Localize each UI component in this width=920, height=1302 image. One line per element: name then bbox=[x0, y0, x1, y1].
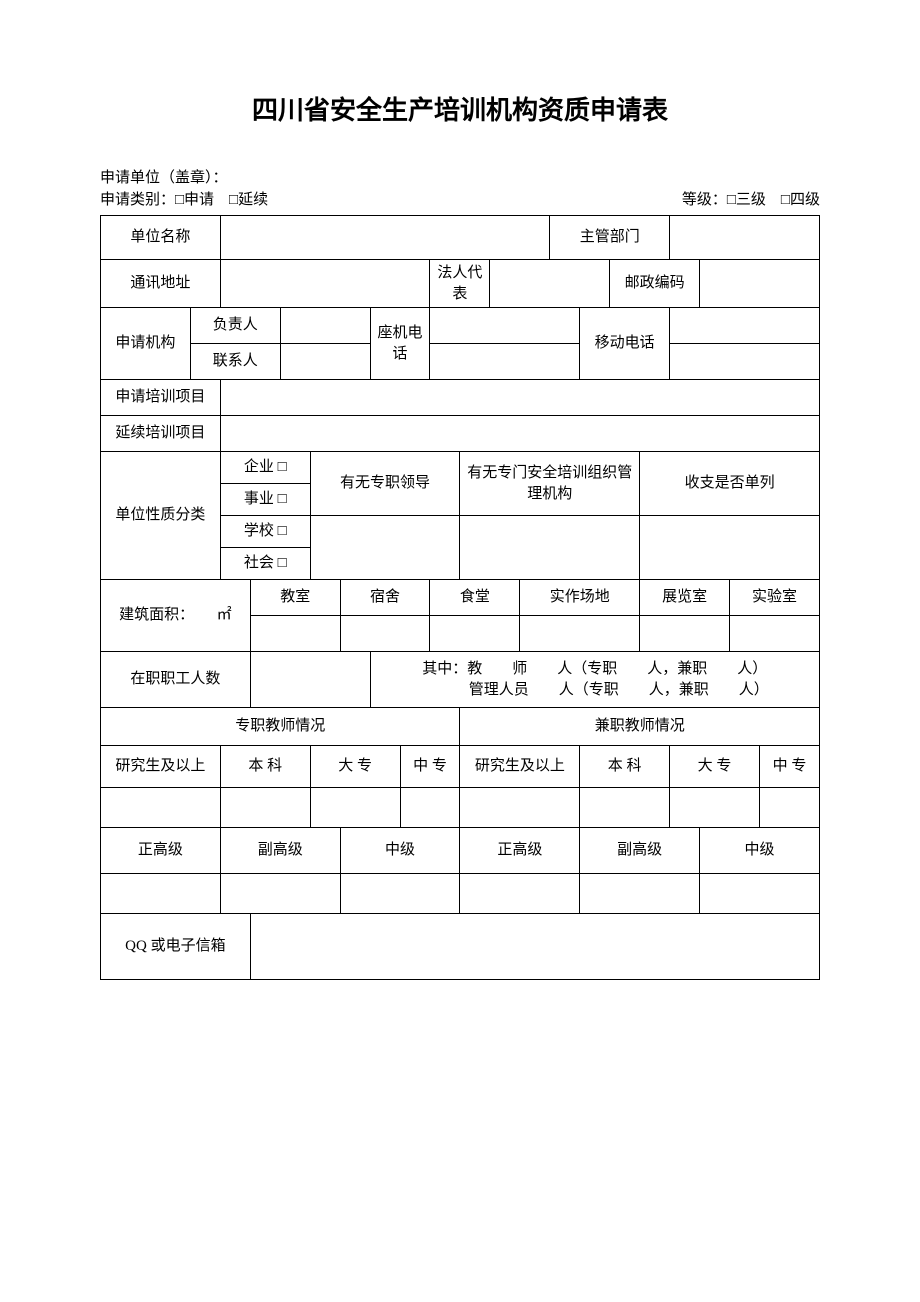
field-supervisor[interactable] bbox=[670, 216, 820, 260]
pt-bachelor: 本 科 bbox=[580, 746, 670, 788]
pt-assoc-high-val[interactable] bbox=[580, 874, 700, 914]
field-exhibition[interactable] bbox=[640, 616, 730, 652]
pt-associate-val[interactable] bbox=[670, 788, 760, 828]
field-mobile-2[interactable] bbox=[670, 344, 820, 380]
application-form-page: 四川省安全生产培训机构资质申请表 申请单位（盖章）： 申请类别：□申请 □延续 … bbox=[0, 0, 920, 1302]
field-separate-account[interactable] bbox=[640, 516, 820, 580]
pt-secondary: 中 专 bbox=[759, 746, 819, 788]
pt-bachelor-val[interactable] bbox=[580, 788, 670, 828]
field-mobile-1[interactable] bbox=[670, 308, 820, 344]
pt-senior-high-val[interactable] bbox=[460, 874, 580, 914]
label-unit-name: 单位名称 bbox=[101, 216, 221, 260]
label-applicant-org: 申请机构 bbox=[101, 308, 191, 380]
nature-institution[interactable]: 事业 □ bbox=[220, 484, 310, 516]
ft-senior-high-val[interactable] bbox=[101, 874, 221, 914]
field-landline-1[interactable] bbox=[430, 308, 580, 344]
field-person-in-charge[interactable] bbox=[280, 308, 370, 344]
nature-social[interactable]: 社会 □ bbox=[220, 548, 310, 580]
header-block: 申请单位（盖章）： 申请类别：□申请 □延续 等级：□三级 □四级 bbox=[100, 167, 820, 211]
header-grade: 等级：□三级 □四级 bbox=[682, 189, 820, 211]
label-building-area: 建筑面积： ㎡ bbox=[101, 580, 251, 652]
ft-postgrad-val[interactable] bbox=[101, 788, 221, 828]
field-apply-project[interactable] bbox=[220, 380, 819, 416]
ft-assoc-high: 副高级 bbox=[220, 828, 340, 874]
label-dorm: 宿舍 bbox=[340, 580, 430, 616]
staff-detail-line2: 管理人员 人（专职 人，兼职 人） bbox=[375, 680, 815, 700]
label-landline: 座机电话 bbox=[370, 308, 430, 380]
label-mobile: 移动电话 bbox=[580, 308, 670, 380]
pt-secondary-val[interactable] bbox=[759, 788, 819, 828]
ft-assoc-high-val[interactable] bbox=[220, 874, 340, 914]
label-has-mgmt-org: 有无专门安全培训组织管理机构 bbox=[460, 452, 640, 516]
label-postcode: 邮政编码 bbox=[610, 260, 700, 308]
pt-associate: 大 专 bbox=[670, 746, 760, 788]
ft-postgrad: 研究生及以上 bbox=[101, 746, 221, 788]
field-has-mgmt-org[interactable] bbox=[460, 516, 640, 580]
staff-detail-line1: 其中：教 师 人（专职 人，兼职 人） bbox=[375, 659, 815, 679]
field-qq-email[interactable] bbox=[250, 914, 819, 980]
field-landline-2[interactable] bbox=[430, 344, 580, 380]
label-classroom: 教室 bbox=[250, 580, 340, 616]
ft-mid-val[interactable] bbox=[340, 874, 460, 914]
nature-enterprise[interactable]: 企业 □ bbox=[220, 452, 310, 484]
field-staff-count[interactable] bbox=[250, 652, 370, 708]
ft-bachelor-val[interactable] bbox=[220, 788, 310, 828]
pt-mid-val[interactable] bbox=[700, 874, 820, 914]
ft-secondary: 中 专 bbox=[400, 746, 460, 788]
field-classroom[interactable] bbox=[250, 616, 340, 652]
ft-bachelor: 本 科 bbox=[220, 746, 310, 788]
label-lab: 实验室 bbox=[730, 580, 820, 616]
field-dorm[interactable] bbox=[340, 616, 430, 652]
label-exhibition: 展览室 bbox=[640, 580, 730, 616]
staff-detail: 其中：教 师 人（专职 人，兼职 人） 管理人员 人（专职 人，兼职 人） bbox=[370, 652, 819, 708]
pt-postgrad-val[interactable] bbox=[460, 788, 580, 828]
header-unit-seal: 申请单位（盖章）： bbox=[100, 167, 820, 189]
application-table: 单位名称 主管部门 通讯地址 法人代表 邮政编码 申请机构 负责人 座机电话 移… bbox=[100, 215, 820, 980]
pt-assoc-high: 副高级 bbox=[580, 828, 700, 874]
label-practice: 实作场地 bbox=[520, 580, 640, 616]
label-renew-project: 延续培训项目 bbox=[101, 416, 221, 452]
label-parttime-teacher: 兼职教师情况 bbox=[460, 708, 820, 746]
header-apply-type: 申请类别：□申请 □延续 bbox=[100, 189, 268, 211]
label-person-in-charge: 负责人 bbox=[190, 308, 280, 344]
field-legal-rep[interactable] bbox=[490, 260, 610, 308]
header-row2: 申请类别：□申请 □延续 等级：□三级 □四级 bbox=[100, 189, 820, 211]
label-contact-person: 联系人 bbox=[190, 344, 280, 380]
ft-mid: 中级 bbox=[340, 828, 460, 874]
label-address: 通讯地址 bbox=[101, 260, 221, 308]
label-fulltime-teacher: 专职教师情况 bbox=[101, 708, 460, 746]
field-renew-project[interactable] bbox=[220, 416, 819, 452]
field-postcode[interactable] bbox=[700, 260, 820, 308]
pt-senior-high: 正高级 bbox=[460, 828, 580, 874]
nature-school[interactable]: 学校 □ bbox=[220, 516, 310, 548]
field-lab[interactable] bbox=[730, 616, 820, 652]
field-canteen[interactable] bbox=[430, 616, 520, 652]
field-practice[interactable] bbox=[520, 616, 640, 652]
field-unit-name[interactable] bbox=[220, 216, 549, 260]
form-title: 四川省安全生产培训机构资质申请表 bbox=[100, 90, 820, 127]
label-has-leader: 有无专职领导 bbox=[310, 452, 460, 516]
ft-senior-high: 正高级 bbox=[101, 828, 221, 874]
label-unit-nature: 单位性质分类 bbox=[101, 452, 221, 580]
field-contact-person[interactable] bbox=[280, 344, 370, 380]
ft-associate-val[interactable] bbox=[310, 788, 400, 828]
pt-postgrad: 研究生及以上 bbox=[460, 746, 580, 788]
label-supervisor: 主管部门 bbox=[550, 216, 670, 260]
ft-secondary-val[interactable] bbox=[400, 788, 460, 828]
label-canteen: 食堂 bbox=[430, 580, 520, 616]
label-legal-rep: 法人代表 bbox=[430, 260, 490, 308]
pt-mid: 中级 bbox=[700, 828, 820, 874]
label-apply-project: 申请培训项目 bbox=[101, 380, 221, 416]
field-has-leader[interactable] bbox=[310, 516, 460, 580]
ft-associate: 大 专 bbox=[310, 746, 400, 788]
label-qq-email: QQ 或电子信箱 bbox=[101, 914, 251, 980]
field-address[interactable] bbox=[220, 260, 430, 308]
label-separate-account: 收支是否单列 bbox=[640, 452, 820, 516]
label-staff-count: 在职职工人数 bbox=[101, 652, 251, 708]
